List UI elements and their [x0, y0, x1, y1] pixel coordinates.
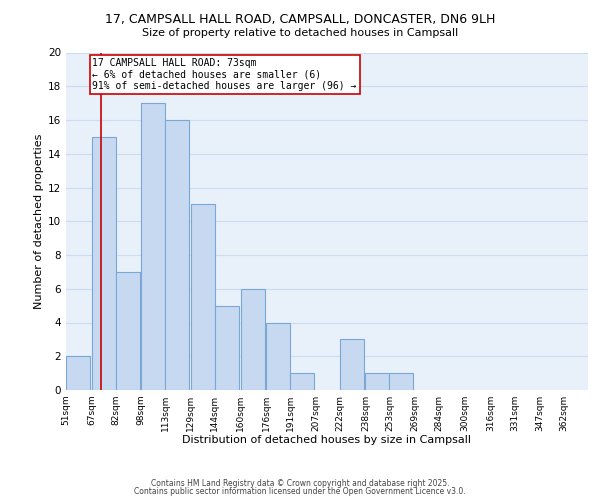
- Bar: [290, 373, 314, 390]
- Bar: [191, 204, 215, 390]
- Text: Size of property relative to detached houses in Campsall: Size of property relative to detached ho…: [142, 28, 458, 38]
- Bar: [389, 373, 413, 390]
- X-axis label: Distribution of detached houses by size in Campsall: Distribution of detached houses by size …: [182, 436, 472, 446]
- Bar: [92, 137, 116, 390]
- Bar: [241, 289, 265, 390]
- Bar: [116, 272, 140, 390]
- Bar: [215, 306, 239, 390]
- Bar: [340, 340, 364, 390]
- Text: Contains HM Land Registry data © Crown copyright and database right 2025.: Contains HM Land Registry data © Crown c…: [151, 478, 449, 488]
- Y-axis label: Number of detached properties: Number of detached properties: [34, 134, 44, 309]
- Bar: [365, 373, 389, 390]
- Bar: [266, 322, 290, 390]
- Text: 17 CAMPSALL HALL ROAD: 73sqm
← 6% of detached houses are smaller (6)
91% of semi: 17 CAMPSALL HALL ROAD: 73sqm ← 6% of det…: [92, 58, 357, 91]
- Text: Contains public sector information licensed under the Open Government Licence v3: Contains public sector information licen…: [134, 487, 466, 496]
- Bar: [141, 103, 165, 390]
- Bar: [66, 356, 90, 390]
- Bar: [165, 120, 189, 390]
- Text: 17, CAMPSALL HALL ROAD, CAMPSALL, DONCASTER, DN6 9LH: 17, CAMPSALL HALL ROAD, CAMPSALL, DONCAS…: [105, 12, 495, 26]
